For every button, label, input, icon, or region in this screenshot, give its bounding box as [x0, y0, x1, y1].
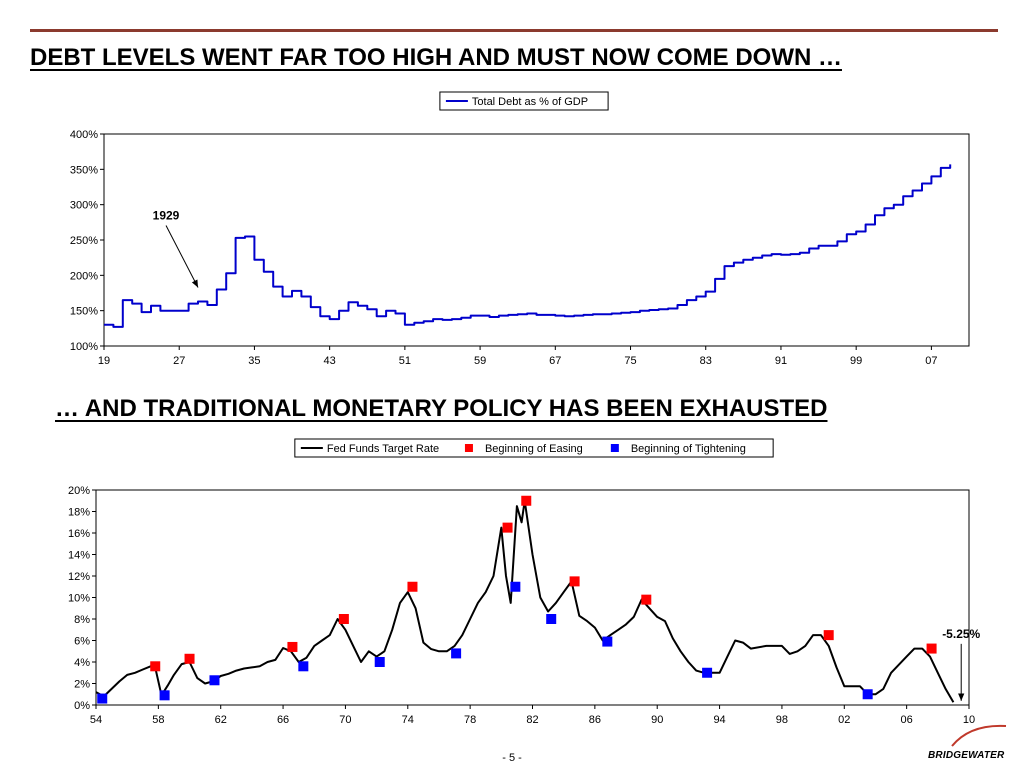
x-tick-label: 83 — [700, 355, 712, 367]
annotation-label: -5.25% — [942, 627, 980, 641]
y-tick-label: 100% — [70, 341, 98, 353]
x-tick-label: 58 — [152, 714, 164, 726]
x-tick-label: 66 — [277, 714, 289, 726]
marker-tightening — [298, 661, 309, 672]
y-tick-label: 12% — [68, 571, 90, 583]
y-tick-label: 350% — [70, 164, 98, 176]
x-tick-label: 78 — [464, 714, 476, 726]
marker-tightening — [97, 693, 108, 704]
marker-easing — [521, 495, 532, 506]
marker-easing — [407, 581, 418, 592]
y-tick-label: 16% — [68, 528, 90, 540]
annotation-arrowhead — [191, 279, 199, 288]
marker-easing — [641, 594, 652, 605]
annotation-arrow — [165, 225, 199, 288]
marker-easing — [287, 641, 298, 652]
bridgewater-logo: BRIDGEWATER — [928, 722, 1018, 766]
x-tick-label: 35 — [248, 355, 260, 367]
y-tick-label: 6% — [74, 636, 90, 648]
marker-tightening — [602, 636, 613, 647]
marker-tightening — [546, 614, 557, 624]
legend-marker-swatch — [610, 444, 619, 452]
x-tick-label: 70 — [339, 714, 351, 726]
legend-label: Beginning of Tightening — [631, 443, 746, 455]
marker-easing — [569, 576, 580, 587]
x-tick-label: 27 — [173, 355, 185, 367]
marker-tightening — [451, 648, 462, 659]
y-tick-label: 20% — [68, 485, 90, 497]
y-tick-label: 400% — [70, 129, 98, 141]
legend-label: Beginning of Easing — [485, 443, 583, 455]
x-tick-label: 02 — [838, 714, 850, 726]
legend-label: Fed Funds Target Rate — [327, 443, 439, 455]
marker-easing — [338, 614, 349, 624]
logo-swoosh-icon — [951, 724, 1007, 747]
marker-tightening — [862, 689, 873, 700]
y-tick-label: 150% — [70, 306, 98, 318]
x-tick-label: 91 — [775, 355, 787, 367]
y-tick-label: 14% — [68, 550, 90, 562]
annotation-arrowhead — [958, 693, 965, 701]
x-tick-label: 90 — [651, 714, 663, 726]
marker-tightening — [209, 675, 220, 686]
legend-label: Total Debt as % of GDP — [472, 96, 588, 108]
marker-easing — [184, 653, 195, 664]
marker-tightening — [510, 581, 521, 592]
plot-area — [95, 489, 970, 706]
y-tick-label: 250% — [70, 235, 98, 247]
x-tick-label: 82 — [526, 714, 538, 726]
x-tick-label: 54 — [90, 714, 102, 726]
annotation-label: 1929 — [153, 208, 180, 222]
x-tick-label: 62 — [215, 714, 227, 726]
legend-marker-swatch — [464, 444, 473, 452]
marker-tightening — [374, 657, 385, 667]
x-tick-label: 74 — [402, 714, 414, 726]
marker-tightening — [702, 667, 713, 678]
top-rule — [30, 29, 998, 32]
headline-monetary: … AND TRADITIONAL MONETARY POLICY HAS BE… — [55, 395, 828, 422]
plot-area — [103, 133, 970, 347]
x-tick-label: 59 — [474, 355, 486, 367]
x-tick-label: 67 — [549, 355, 561, 367]
x-tick-label: 75 — [624, 355, 636, 367]
legend-box — [439, 91, 609, 111]
series-line-1-0 — [95, 499, 955, 703]
logo-text: BRIDGEWATER — [928, 750, 1005, 761]
y-tick-label: 300% — [70, 200, 98, 212]
y-tick-label: 0% — [74, 700, 90, 712]
y-tick-label: 10% — [68, 593, 90, 605]
marker-easing — [926, 643, 937, 654]
y-tick-label: 4% — [74, 657, 90, 669]
x-tick-label: 19 — [98, 355, 110, 367]
headline-debt: DEBT LEVELS WENT FAR TOO HIGH AND MUST N… — [30, 44, 842, 71]
x-tick-label: 51 — [399, 355, 411, 367]
marker-easing — [502, 522, 513, 533]
x-tick-label: 98 — [776, 714, 788, 726]
x-tick-label: 43 — [324, 355, 336, 367]
x-tick-label: 99 — [850, 355, 862, 367]
x-tick-label: 86 — [589, 714, 601, 726]
legend-box — [294, 438, 774, 458]
y-tick-label: 8% — [74, 614, 90, 626]
page-number: - 5 - — [502, 752, 522, 764]
marker-tightening — [159, 690, 170, 701]
y-tick-label: 18% — [68, 507, 90, 519]
marker-easing — [150, 661, 161, 672]
series-line-0-0 — [104, 164, 952, 328]
y-tick-label: 200% — [70, 270, 98, 282]
x-tick-label: 06 — [901, 714, 913, 726]
marker-easing — [823, 630, 834, 641]
x-tick-label: 07 — [925, 355, 937, 367]
x-tick-label: 94 — [713, 714, 725, 726]
y-tick-label: 2% — [74, 679, 90, 691]
